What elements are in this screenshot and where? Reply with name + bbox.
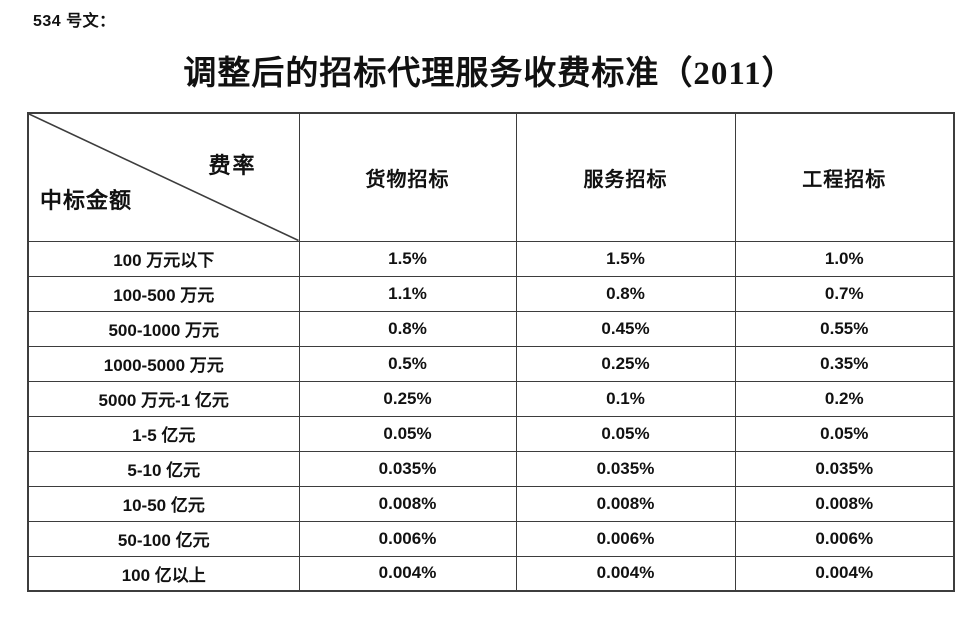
fee-value: 0.008% bbox=[734, 485, 955, 522]
column-header-goods: 货物招标 bbox=[298, 112, 517, 242]
table-row: 5-10 亿元 0.035% 0.035% 0.035% bbox=[27, 450, 955, 487]
corner-label-amount: 中标金额 bbox=[40, 187, 133, 213]
row-label: 5000 万元-1 亿元 bbox=[27, 380, 300, 417]
fee-value: 0.45% bbox=[515, 310, 736, 347]
fee-value: 0.35% bbox=[734, 345, 955, 382]
row-label: 50-100 亿元 bbox=[27, 520, 300, 557]
fee-value: 0.006% bbox=[734, 520, 955, 557]
fee-value: 0.05% bbox=[515, 415, 736, 452]
page-title: 调整后的招标代理服务收费标准（2011） bbox=[183, 56, 796, 92]
fee-value: 0.8% bbox=[298, 310, 517, 347]
fee-value: 0.05% bbox=[734, 415, 955, 452]
table-row: 50-100 亿元 0.006% 0.006% 0.006% bbox=[27, 520, 955, 557]
fee-value: 1.1% bbox=[298, 275, 517, 312]
column-header-engineering: 工程招标 bbox=[734, 112, 955, 242]
table-row: 100 万元以下 1.5% 1.5% 1.0% bbox=[27, 240, 955, 277]
row-label: 500-1000 万元 bbox=[27, 310, 300, 347]
fee-value: 0.7% bbox=[734, 275, 955, 312]
fee-value: 0.035% bbox=[515, 450, 736, 487]
fee-value: 0.5% bbox=[298, 345, 517, 382]
doc-ref-label: 534 号文： bbox=[33, 13, 116, 30]
fee-value: 0.035% bbox=[298, 450, 517, 487]
corner-header-cell: 费率 中标金额 bbox=[27, 112, 300, 242]
table-row: 1000-5000 万元 0.5% 0.25% 0.35% bbox=[27, 345, 955, 382]
fee-value: 0.25% bbox=[515, 345, 736, 382]
corner-label-rate: 费率 bbox=[208, 153, 257, 178]
row-label: 5-10 亿元 bbox=[27, 450, 300, 487]
fee-value: 0.004% bbox=[734, 555, 955, 592]
fee-value: 0.006% bbox=[515, 520, 736, 557]
fee-value: 0.2% bbox=[734, 380, 955, 417]
table-row: 1-5 亿元 0.05% 0.05% 0.05% bbox=[27, 415, 955, 452]
fee-table-body: 100 万元以下 1.5% 1.5% 1.0% 100-500 万元 1.1% … bbox=[27, 240, 955, 592]
row-label: 1-5 亿元 bbox=[27, 415, 300, 452]
row-label: 100 亿以上 bbox=[27, 555, 300, 592]
fee-value: 0.035% bbox=[734, 450, 955, 487]
fee-value: 0.8% bbox=[515, 275, 736, 312]
fee-value: 0.55% bbox=[734, 310, 955, 347]
fee-value: 1.0% bbox=[734, 240, 955, 277]
table-row: 500-1000 万元 0.8% 0.45% 0.55% bbox=[27, 310, 955, 347]
table-row: 5000 万元-1 亿元 0.25% 0.1% 0.2% bbox=[27, 380, 955, 417]
fee-table: 费率 中标金额 货物招标 服务招标 工程招标 100 万元以下 1.5% 1.5… bbox=[27, 112, 955, 592]
row-label: 10-50 亿元 bbox=[27, 485, 300, 522]
diagonal-line bbox=[29, 114, 299, 241]
fee-value: 0.05% bbox=[298, 415, 517, 452]
fee-value: 0.1% bbox=[515, 380, 736, 417]
table-header-row: 费率 中标金额 货物招标 服务招标 工程招标 bbox=[27, 112, 955, 242]
fee-value: 0.008% bbox=[515, 485, 736, 522]
fee-value: 1.5% bbox=[298, 240, 517, 277]
table-row: 100 亿以上 0.004% 0.004% 0.004% bbox=[27, 555, 955, 592]
fee-value: 0.006% bbox=[298, 520, 517, 557]
fee-value: 0.004% bbox=[298, 555, 517, 592]
table-row: 100-500 万元 1.1% 0.8% 0.7% bbox=[27, 275, 955, 312]
fee-value: 1.5% bbox=[515, 240, 736, 277]
row-label: 1000-5000 万元 bbox=[27, 345, 300, 382]
row-label: 100 万元以下 bbox=[27, 240, 300, 277]
row-label: 100-500 万元 bbox=[27, 275, 300, 312]
fee-value: 0.004% bbox=[515, 555, 736, 592]
table-row: 10-50 亿元 0.008% 0.008% 0.008% bbox=[27, 485, 955, 522]
fee-value: 0.25% bbox=[298, 380, 517, 417]
column-header-services: 服务招标 bbox=[515, 112, 736, 242]
fee-value: 0.008% bbox=[298, 485, 517, 522]
